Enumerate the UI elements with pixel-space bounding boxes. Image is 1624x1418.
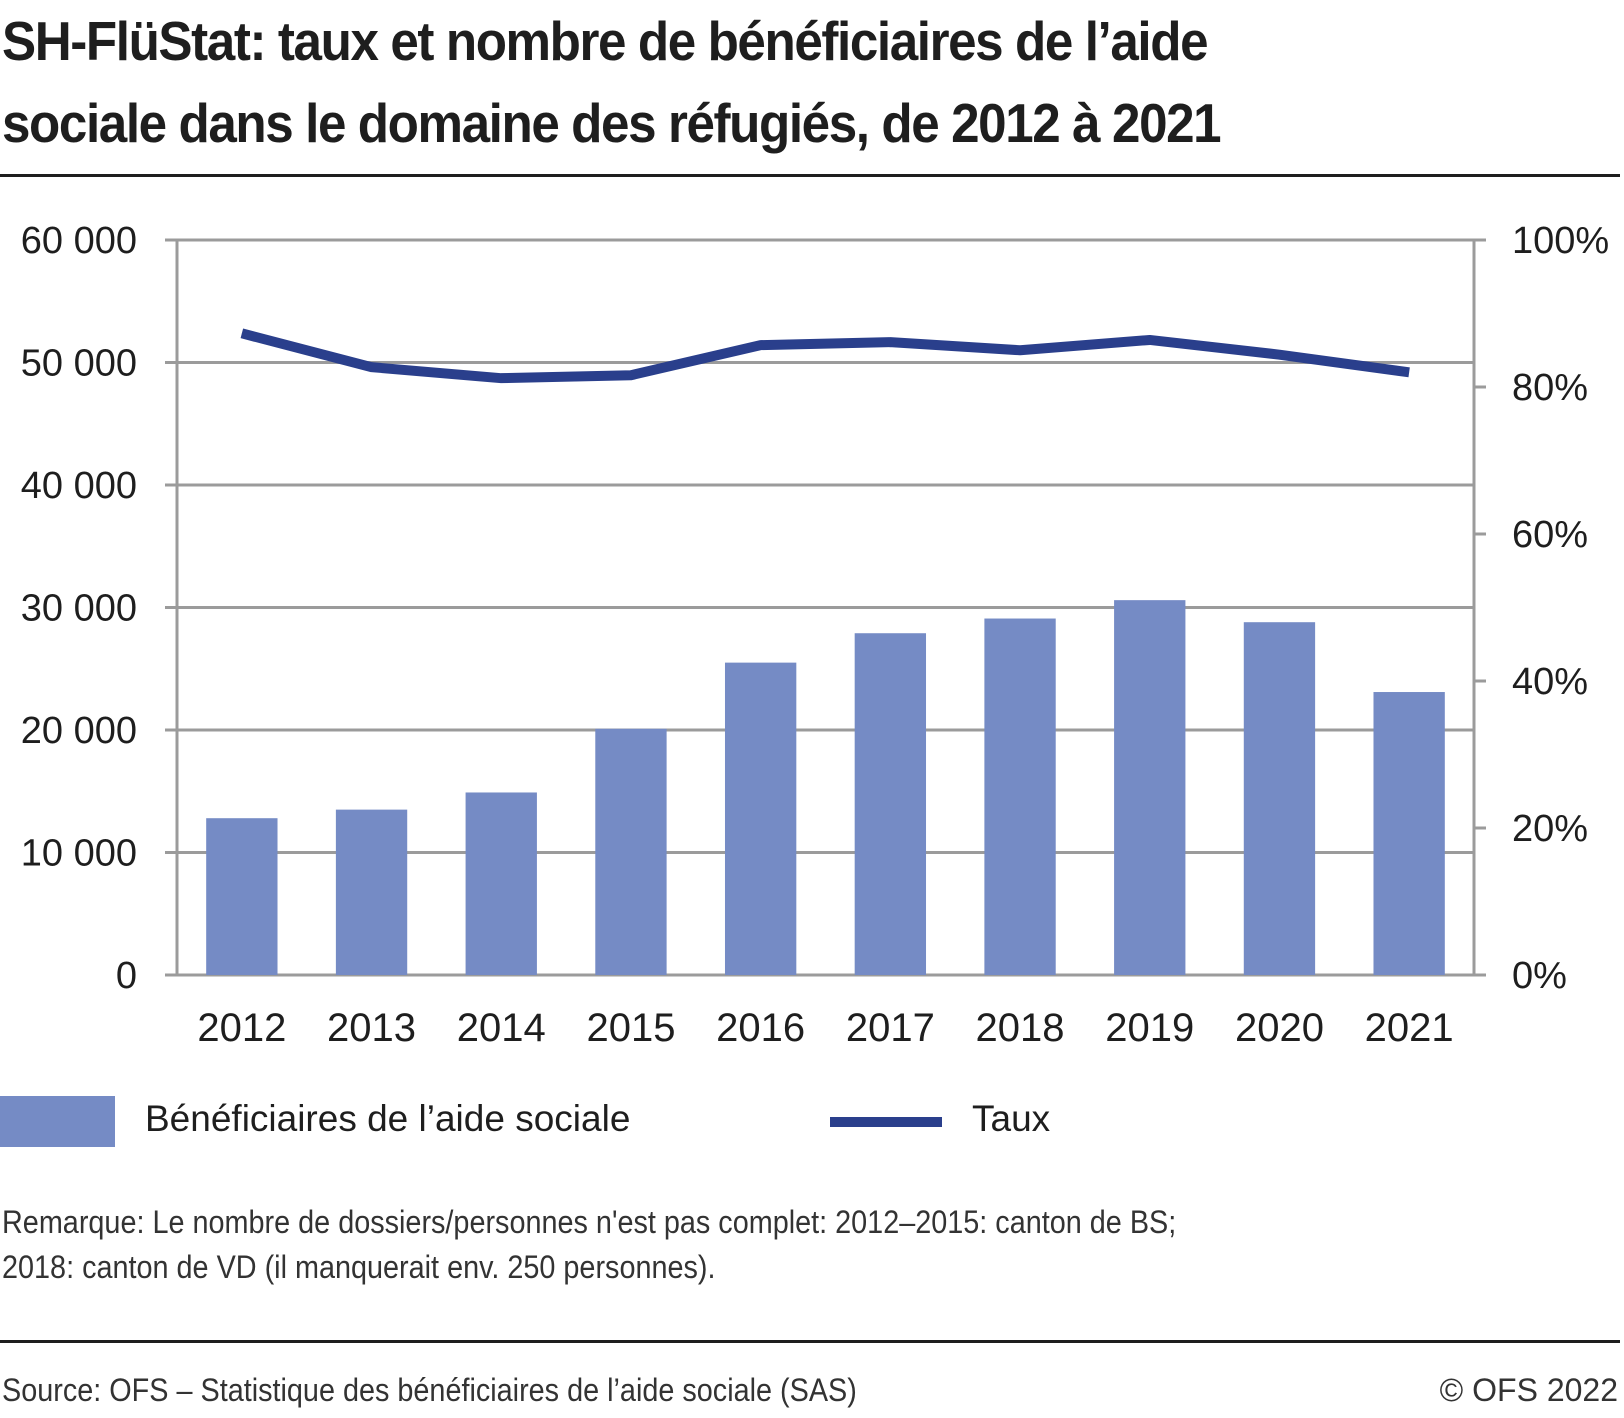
- legend-bar-swatch: [0, 1096, 115, 1147]
- legend-line-swatch: [830, 1117, 942, 1127]
- chart-area: 0 10 000 20 000 30 000 40 000 50 000 60 000 0% 2…: [21, 220, 1609, 1050]
- x-axis-tick-label: 2020: [1235, 1006, 1324, 1050]
- x-axis-tick-label: 2013: [327, 1006, 416, 1050]
- chart-title-line-2: sociale dans le domaine des réfugiés, de…: [2, 92, 1222, 154]
- chart-title-line-1: SH-FlüStat: taux et nombre de bénéficiai…: [2, 10, 1209, 72]
- bar-2014: [465, 792, 537, 975]
- left-axis-tick-label: 40 000: [21, 465, 137, 507]
- remark-line-2: 2018: canton de VD (il manquerait env. 2…: [2, 1249, 716, 1285]
- left-axis-tick-label: 30 000: [21, 588, 137, 630]
- right-axis-tick-label: 60%: [1512, 514, 1588, 556]
- bar-2020: [1243, 622, 1316, 975]
- right-axis-tick-label: 0%: [1512, 955, 1567, 997]
- bar-2012: [206, 818, 278, 975]
- bar-2015: [595, 728, 667, 975]
- footer-divider: [0, 1340, 1620, 1343]
- legend-line-label: Taux: [972, 1098, 1051, 1139]
- x-axis-tick-label: 2019: [1105, 1006, 1194, 1050]
- right-axis-tick-label: 100%: [1512, 220, 1609, 262]
- gridlines: [177, 238, 1474, 977]
- left-axis-tick-label: 10 000: [21, 833, 137, 875]
- title-divider: [0, 174, 1620, 177]
- bar-2016: [724, 662, 797, 975]
- x-axis-tick-label: 2018: [976, 1006, 1065, 1050]
- left-axis-tick-label: 20 000: [21, 710, 137, 752]
- x-axis-tick-label: 2014: [457, 1006, 546, 1050]
- bar-2017: [854, 633, 927, 975]
- x-axis-tick-label: 2012: [197, 1006, 286, 1050]
- copyright: © OFS 2022: [1439, 1372, 1618, 1408]
- bar-2021: [1373, 692, 1445, 975]
- x-axis-tick-label: 2016: [716, 1006, 805, 1050]
- axes: [165, 238, 1486, 977]
- x-axis-tick-label: 2021: [1365, 1006, 1454, 1050]
- x-axis-tick-label: 2015: [586, 1006, 675, 1050]
- right-axis-tick-label: 20%: [1512, 808, 1588, 850]
- chart-title: SH-FlüStat: taux et nombre de bénéficiai…: [2, 0, 1509, 164]
- bar-series: [206, 600, 1445, 975]
- right-axis-tick-label: 40%: [1512, 661, 1588, 703]
- left-axis-tick-label: 50 000: [21, 343, 137, 385]
- left-axis-tick-label: 0: [116, 955, 137, 997]
- right-axis-tick-label: 80%: [1512, 367, 1588, 409]
- legend-bar-label: Bénéficiaires de l’aide sociale: [145, 1098, 631, 1139]
- axis-labels: 0 10 000 20 000 30 000 40 000 50 000 60 000 0% 2…: [21, 220, 1609, 1050]
- bar-2018: [984, 618, 1056, 975]
- left-axis-tick-label: 60 000: [21, 220, 137, 262]
- x-axis-tick-label: 2017: [846, 1006, 935, 1050]
- taux-line: [240, 328, 1410, 384]
- bar-2013: [335, 809, 408, 975]
- source-note: Source: OFS – Statistique des bénéficiai…: [2, 1372, 857, 1408]
- remark-line-1: Remarque: Le nombre de dossiers/personne…: [2, 1204, 1177, 1240]
- bar-2019: [1114, 600, 1186, 975]
- line-series: [240, 328, 1410, 384]
